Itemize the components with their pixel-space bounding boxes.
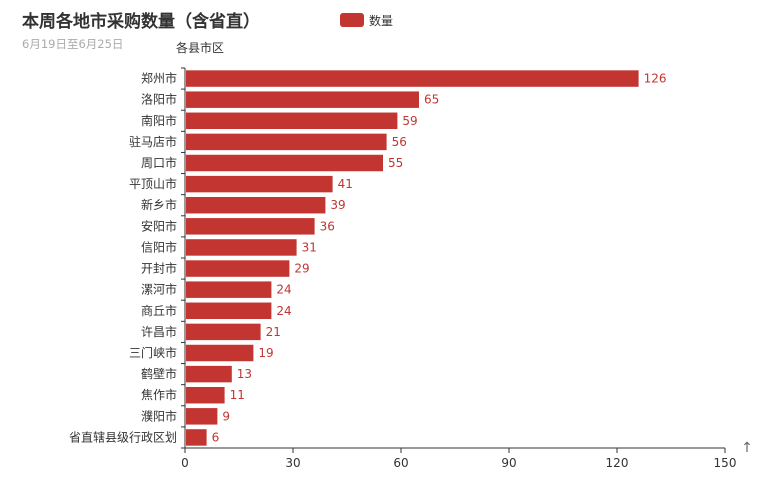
- category-label: 郑州市: [141, 71, 177, 86]
- category-label: 商丘市: [141, 303, 177, 318]
- category-label: 信阳市: [141, 239, 177, 254]
- category-label: 濮阳市: [141, 408, 177, 423]
- data-label: 24: [276, 283, 291, 297]
- data-label: 6: [212, 430, 220, 444]
- data-label: 56: [392, 135, 407, 149]
- bar: [186, 365, 232, 383]
- category-label: 驻马店市: [129, 134, 177, 149]
- x-tick-label: 60: [393, 456, 408, 470]
- chart-title: 本周各地市采购数量（含省直）: [22, 11, 260, 32]
- data-label: 24: [276, 304, 291, 318]
- category-label: 洛阳市: [141, 92, 177, 107]
- bar: [186, 408, 218, 425]
- category-label: 鹤壁市: [141, 366, 177, 381]
- legend[interactable]: 数量: [340, 13, 393, 28]
- bar: [186, 429, 207, 446]
- bar: [186, 154, 383, 172]
- x-tick-label: 30: [285, 456, 300, 470]
- data-label: 36: [320, 219, 335, 233]
- data-label: 59: [402, 114, 417, 128]
- data-label: 41: [338, 177, 353, 191]
- data-label: 11: [230, 388, 245, 402]
- bar: [186, 302, 272, 320]
- bar: [186, 344, 254, 362]
- bar: [186, 91, 419, 108]
- category-label: 焦作市: [141, 387, 177, 402]
- legend-swatch: [340, 13, 364, 27]
- x-tick-label: 90: [501, 456, 516, 470]
- category-label: 南阳市: [141, 113, 177, 128]
- y-axis-name: 各县市区: [176, 40, 224, 55]
- category-label: 三门峡市: [129, 345, 177, 360]
- data-label: 39: [330, 198, 345, 212]
- data-label: 21: [266, 325, 281, 339]
- bar: [186, 133, 387, 151]
- plot-area: 0 30 60 90 120 150 郑州市 126 洛阳市 65 南阳市 59 驻马店市 56 周口市 55…: [69, 67, 737, 470]
- chart-subtitle: 6月19日至6月25日: [22, 37, 123, 51]
- category-label: 平顶山市: [129, 176, 177, 191]
- x-tick-label: 0: [181, 456, 189, 470]
- bar: [186, 112, 398, 130]
- category-label: 开封市: [141, 261, 177, 276]
- category-label: 漯河市: [141, 282, 177, 297]
- category-label: 省直辖县级行政区划: [69, 429, 177, 444]
- bar: [186, 239, 297, 256]
- bar: [186, 196, 326, 214]
- x-tick-label: 150: [714, 456, 737, 470]
- bar: [186, 281, 272, 298]
- data-label: 19: [258, 346, 273, 360]
- bar: [186, 386, 225, 404]
- up-arrow-icon[interactable]: ↑: [741, 440, 753, 456]
- category-label: 新乡市: [141, 197, 177, 212]
- data-label: 65: [424, 93, 439, 107]
- bar: [186, 260, 290, 277]
- data-label: 31: [302, 240, 317, 254]
- bar: [186, 70, 639, 87]
- legend-label: 数量: [369, 13, 393, 28]
- category-label: 安阳市: [141, 218, 177, 233]
- bar: [186, 323, 261, 341]
- data-label: 13: [237, 367, 252, 381]
- category-label: 许昌市: [141, 324, 177, 339]
- data-label: 29: [294, 262, 309, 276]
- bar: [186, 175, 333, 193]
- data-label: 9: [222, 409, 230, 423]
- x-tick-label: 120: [606, 456, 629, 470]
- category-label: 周口市: [141, 155, 177, 170]
- bar: [186, 218, 315, 235]
- data-label: 126: [644, 72, 667, 86]
- data-label: 55: [388, 156, 403, 170]
